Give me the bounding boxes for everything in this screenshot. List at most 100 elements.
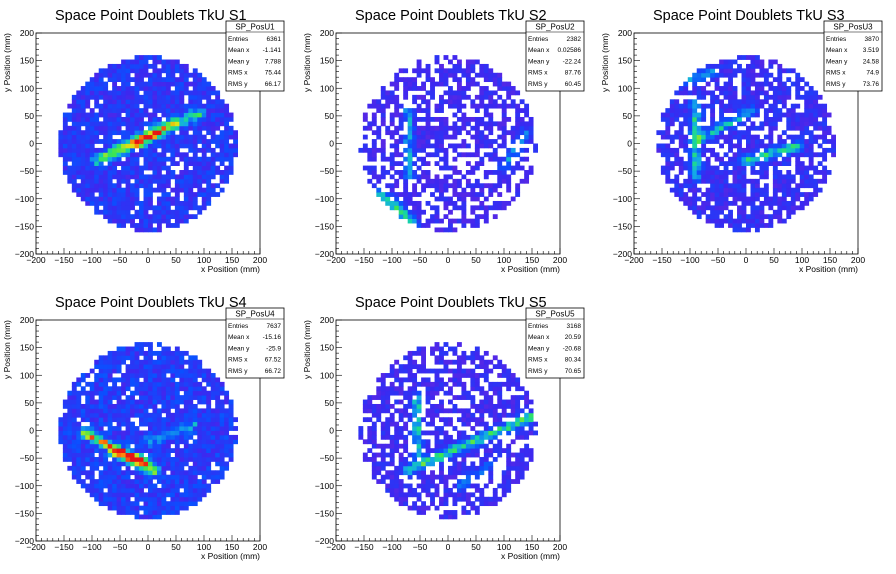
heatmap-cell (197, 492, 203, 498)
heatmap-cell (179, 139, 185, 144)
heatmap-cell (89, 399, 95, 405)
heatmap-cell (430, 350, 435, 356)
heatmap-cell (170, 209, 176, 215)
heatmap-cell (389, 492, 395, 498)
heatmap-cell (759, 125, 765, 131)
heatmap-cell (125, 90, 131, 96)
heatmap-cell (501, 130, 507, 136)
heatmap-cell (754, 183, 760, 189)
heatmap-cell (210, 452, 216, 458)
heatmap-cell (483, 350, 489, 356)
heatmap-cell (219, 439, 225, 445)
heatmap-cell (687, 156, 693, 162)
heatmap-cell (116, 426, 122, 431)
heatmap-cell (470, 99, 476, 105)
heatmap-cell (483, 108, 489, 113)
heatmap-cell (183, 417, 189, 423)
heatmap-cell (130, 359, 135, 365)
heatmap-cell (179, 448, 185, 453)
heatmap-cell (394, 359, 400, 365)
heatmap-cell (125, 403, 131, 409)
heatmap-cell (107, 130, 113, 136)
heatmap-cell (443, 510, 449, 515)
heatmap-cell (750, 170, 756, 175)
heatmap-cell (148, 90, 153, 96)
heatmap-cell (179, 395, 185, 400)
heatmap-cell (439, 474, 444, 480)
heatmap-cell (139, 505, 144, 511)
heatmap-cell (479, 68, 485, 74)
heatmap-cells (358, 342, 538, 520)
heatmap-cell (817, 112, 823, 118)
heatmap-cell (188, 452, 194, 458)
heatmap-cell (98, 412, 104, 418)
heatmap-cell (501, 125, 507, 131)
heatmap-cell (80, 103, 86, 109)
heatmap-cell (206, 390, 212, 396)
heatmap-cell (701, 143, 707, 149)
heatmap-cell (719, 156, 724, 162)
heatmap-cell (183, 125, 189, 131)
heatmap-cell (470, 505, 476, 511)
heatmap-cell (148, 364, 153, 370)
heatmap-cell (112, 470, 118, 476)
heatmap-cell (425, 399, 431, 405)
axes: −200 −150 −100 −50 0 50 100 150 200−200−150−100−… (15, 28, 268, 265)
heatmap-cell (705, 165, 711, 171)
heatmap-cell (80, 426, 86, 431)
heatmap-cell (165, 390, 171, 396)
heatmap-cell (228, 417, 234, 423)
heatmap-cell (461, 116, 467, 122)
heatmap-cell (421, 94, 426, 100)
heatmap-cell (777, 116, 783, 122)
heatmap-cell (483, 430, 489, 436)
heatmap-cell (116, 479, 122, 484)
heatmap-cell (403, 443, 409, 449)
heatmap-cell (425, 461, 431, 467)
heatmap-cell (148, 147, 153, 153)
heatmap-cell (515, 408, 521, 414)
heatmap-cell (425, 377, 431, 383)
heatmap-cell (76, 457, 82, 462)
heatmap-cell (416, 174, 422, 180)
heatmap-cell (116, 359, 122, 365)
heatmap-cell (826, 125, 832, 131)
heatmap-cell (156, 408, 162, 414)
heatmap-cell (116, 86, 122, 91)
heatmap-cell (174, 139, 180, 144)
heatmap-cell (750, 192, 756, 197)
heatmap-cell (421, 510, 426, 515)
heatmap-cell (746, 99, 751, 105)
heatmap-cell (385, 487, 391, 493)
heatmap-cell (403, 139, 409, 144)
heatmap-cell (156, 143, 162, 149)
heatmap-cell (416, 505, 422, 511)
heatmap-cell (71, 121, 77, 127)
heatmap-cell (506, 103, 512, 109)
heatmap-cell (94, 156, 100, 162)
heatmap-cell (723, 63, 729, 69)
heatmap-cell (210, 108, 216, 113)
heatmap-cell (201, 205, 207, 211)
heatmap-cell (170, 421, 176, 427)
heatmap-cell (434, 205, 440, 211)
heatmap-cell (804, 116, 810, 122)
heatmap-cell (398, 465, 404, 471)
heatmap-cell (201, 457, 207, 462)
heatmap-cell (380, 461, 386, 467)
heatmap-cell (474, 130, 480, 136)
heatmap-cell (107, 134, 113, 140)
heatmap-cell (89, 81, 95, 87)
heatmap-cell (728, 223, 733, 228)
heatmap-cell (683, 81, 689, 87)
heatmap-cell (746, 227, 751, 233)
heatmap-cell (121, 359, 126, 365)
heatmap-cell (443, 439, 449, 445)
heatmap-cell (465, 373, 471, 378)
heatmap-cell (465, 368, 471, 374)
heatmap-cell (714, 121, 720, 127)
heatmap-cell (430, 501, 435, 507)
heatmap-cell (403, 421, 409, 427)
heatmap-cell (515, 121, 521, 127)
heatmap-cell (156, 174, 162, 180)
